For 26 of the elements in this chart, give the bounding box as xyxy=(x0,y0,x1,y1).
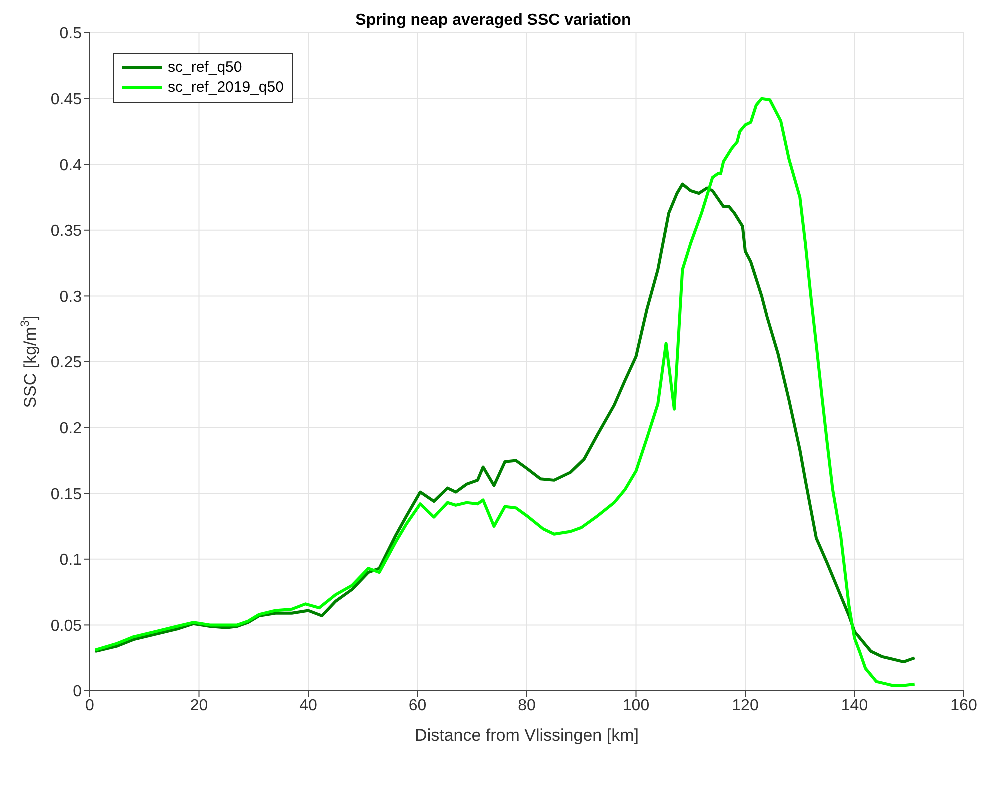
x-tick-label: 80 xyxy=(518,697,536,714)
chart-title: Spring neap averaged SSC variation xyxy=(356,12,632,29)
y-tick-label: 0.5 xyxy=(60,26,82,43)
x-tick-label: 60 xyxy=(408,697,427,714)
x-tick-label: 140 xyxy=(841,697,868,714)
y-tick-label: 0.05 xyxy=(50,618,82,635)
line-series xyxy=(94,182,916,664)
y-tick-label: 0.3 xyxy=(60,288,82,306)
y-tick-label: 0 xyxy=(73,684,82,701)
legend-label: sc_ref_2019_q50 xyxy=(168,78,284,98)
x-tick-label: 0 xyxy=(86,697,95,714)
y-tick-label: 0.35 xyxy=(50,223,82,240)
y-tick-label: 0.1 xyxy=(60,552,82,570)
legend-label: sc_ref_q50 xyxy=(168,58,242,78)
x-axis-title: Distance from Vlissingen [km] xyxy=(415,726,639,745)
x-tick-label: 160 xyxy=(950,697,978,714)
y-tick-label: 0.15 xyxy=(50,486,82,504)
x-tick-label: 40 xyxy=(300,697,318,714)
y-tick-label: 0.4 xyxy=(60,157,82,174)
y-tick-label: 0.25 xyxy=(50,354,82,372)
x-tick-label: 20 xyxy=(190,697,208,714)
x-tick-label: 120 xyxy=(732,697,759,714)
line-series xyxy=(94,97,916,688)
y-tick-label: 0.45 xyxy=(50,91,82,108)
y-tick-label: 0.2 xyxy=(60,420,82,438)
x-tick-label: 100 xyxy=(622,697,650,714)
